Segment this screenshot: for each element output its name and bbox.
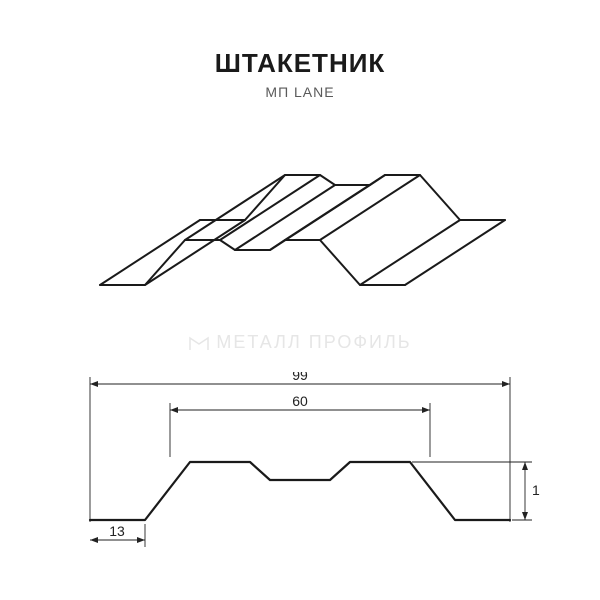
dim-flange-width: 13 (109, 523, 125, 539)
page-root: ШТАКЕТНИК МП LANE (0, 0, 600, 600)
watermark-text: МЕТАЛЛ ПРОФИЛЬ (216, 332, 411, 352)
dim-overall-width: 99 (292, 372, 308, 383)
dim-top-width: 60 (292, 393, 308, 409)
watermark-icon (188, 334, 210, 352)
watermark: МЕТАЛЛ ПРОФИЛЬ (0, 332, 600, 353)
dim-height: 16 (532, 482, 540, 498)
page-subtitle: МП LANE (0, 84, 600, 100)
page-title: ШТАКЕТНИК (0, 48, 600, 79)
cross-section-drawing: 99 60 13 (60, 372, 540, 552)
isometric-drawing (90, 140, 510, 310)
